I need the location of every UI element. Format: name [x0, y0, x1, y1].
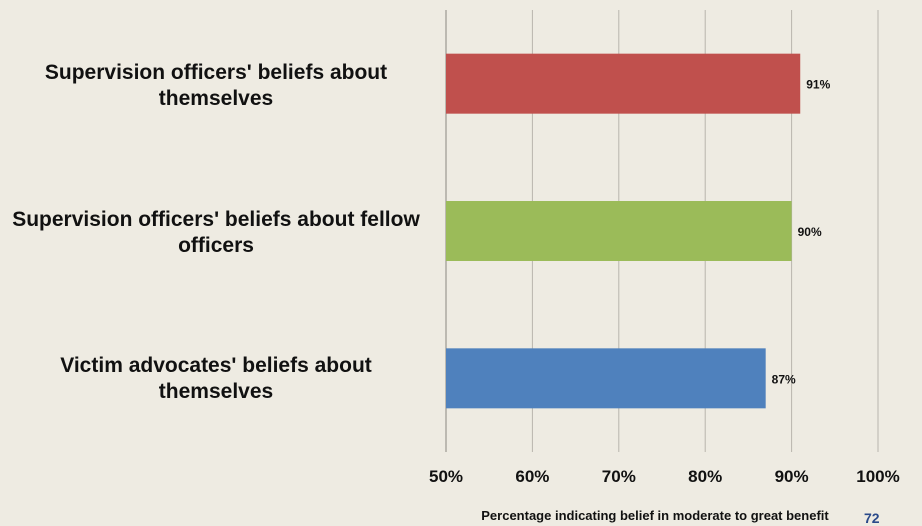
bar: [446, 201, 792, 261]
page-number: 72: [864, 510, 880, 526]
category-label-0: Supervision officers' beliefs about them…: [44, 61, 388, 110]
x-tick-label: 100%: [856, 467, 899, 486]
bar: [446, 348, 766, 409]
data-label: 87%: [772, 372, 796, 386]
data-label: 91%: [806, 78, 830, 92]
category-label-2: Victim advocates' beliefs about themselv…: [60, 354, 372, 403]
x-tick-label: 70%: [602, 467, 636, 486]
x-tick-label: 50%: [429, 467, 463, 486]
data-label: 90%: [798, 225, 822, 239]
x-tick-label: 90%: [775, 467, 809, 486]
category-label-1: Supervision officers' beliefs about fell…: [12, 208, 420, 257]
bar: [446, 53, 801, 114]
x-tick-label: 80%: [688, 467, 722, 486]
x-axis-label: Percentage indicating belief in moderate…: [481, 508, 829, 523]
x-tick-label: 60%: [515, 467, 549, 486]
